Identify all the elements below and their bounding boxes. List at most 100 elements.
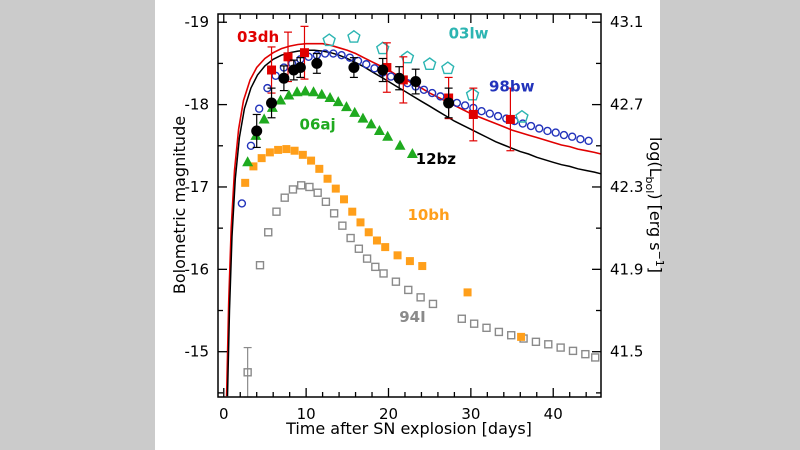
right-y-axis-title-post: ] — [646, 267, 665, 273]
point-94I — [457, 314, 467, 323]
point-12bz — [348, 62, 360, 74]
point-10bh — [265, 148, 274, 157]
point-98bw — [237, 199, 247, 208]
point-10bh — [356, 218, 365, 227]
point-10bh — [405, 257, 414, 266]
point-06aj — [258, 113, 270, 124]
point-10bh — [298, 150, 307, 159]
point-98bw — [329, 49, 338, 58]
point-10bh — [249, 162, 258, 171]
point-94I — [255, 261, 265, 270]
x-tick-label: 40 — [544, 405, 563, 423]
point-10bh — [257, 154, 266, 163]
point-94I — [321, 197, 331, 206]
point-12bz — [311, 57, 323, 69]
point-98bw — [477, 106, 486, 116]
point-03dh — [267, 65, 277, 75]
point-06aj — [341, 101, 352, 112]
point-12bz — [410, 76, 422, 88]
point-94I — [416, 293, 425, 302]
point-94I — [469, 319, 479, 328]
left-y-axis-title: Bolometric magnitude — [170, 116, 189, 294]
point-98bw — [254, 104, 264, 113]
point-94I — [556, 343, 565, 352]
point-03lw — [347, 29, 361, 43]
y-tick-label-mag: -16 — [185, 260, 210, 278]
point-03lw — [515, 109, 529, 123]
point-06aj — [275, 94, 287, 105]
point-94I — [591, 353, 600, 362]
x-tick-label: 10 — [297, 405, 316, 423]
point-98bw — [427, 88, 437, 98]
point-06aj — [324, 92, 336, 103]
point-94I — [346, 233, 355, 243]
point-12bz — [393, 72, 405, 84]
point-06aj — [357, 112, 369, 123]
point-10bh — [274, 145, 283, 154]
series-label-03lw: 03lw — [449, 25, 489, 43]
point-03dh — [505, 114, 515, 124]
point-94I — [338, 221, 347, 230]
point-98bw — [320, 49, 330, 58]
point-10bh — [315, 164, 324, 173]
right-y-axis-title-mid: ) [erg s — [646, 193, 665, 250]
point-03lw — [400, 50, 415, 64]
point-94I — [544, 340, 553, 349]
point-94I — [354, 244, 364, 253]
point-98bw — [526, 121, 536, 131]
point-94I — [482, 323, 491, 333]
point-94I — [379, 269, 388, 278]
point-12bz — [443, 97, 455, 109]
point-98bw — [551, 128, 560, 137]
point-10bh — [348, 207, 357, 216]
point-10bh — [393, 251, 402, 260]
y-tick-label-mag: -15 — [185, 343, 210, 361]
point-10bh — [418, 262, 427, 271]
point-98bw — [493, 111, 503, 121]
series-label-03dh: 03dh — [237, 28, 279, 46]
right-y-axis-title: log(Lbol) [erg s−1] — [643, 137, 666, 273]
point-03dh — [468, 109, 478, 119]
right-y-axis-title-sup: −1 — [653, 251, 666, 267]
point-06aj — [283, 89, 295, 100]
point-98bw — [419, 85, 429, 94]
point-10bh — [517, 332, 526, 341]
right-y-axis-title-sub: bol — [643, 177, 656, 194]
point-94I — [581, 349, 590, 359]
point-10bh — [282, 145, 291, 154]
right-y-axis-title-pre: log(L — [646, 137, 665, 177]
point-94I — [362, 254, 372, 263]
point-06aj — [291, 86, 303, 97]
y-tick-label-mag: -18 — [185, 96, 210, 114]
series-label-12bz: 12bz — [416, 150, 457, 168]
point-98bw — [518, 119, 527, 128]
point-10bh — [307, 156, 316, 165]
point-12bz — [278, 72, 290, 84]
point-94I — [288, 185, 298, 194]
y-tick-label-logL: 41.9 — [610, 260, 643, 278]
plot-area: 0 10 20 30 40 -19 43.1 -18 42.7 -17 42.3 -16 41.9 -15… — [185, 13, 644, 423]
x-tick-label: 30 — [461, 405, 480, 423]
point-03dh — [283, 52, 293, 62]
point-03lw — [422, 57, 437, 71]
x-tick-label: 0 — [219, 405, 229, 423]
point-94I — [371, 262, 380, 272]
figure-panel — [155, 0, 660, 450]
point-10bh — [290, 146, 299, 155]
series-label-94I: 94I — [399, 308, 425, 326]
y-tick-label-mag: -17 — [185, 178, 210, 196]
point-03lw — [322, 33, 336, 47]
x-tick-label: 20 — [379, 405, 398, 423]
point-98bw — [337, 50, 346, 60]
point-06aj — [332, 96, 344, 107]
plot-frame — [217, 13, 602, 398]
point-94I — [280, 193, 289, 202]
black-model-curve — [226, 49, 602, 397]
x-axis-title: Time after SN explosion [days] — [285, 419, 532, 438]
series-label-10bh: 10bh — [407, 206, 449, 224]
y-tick-label-logL: 41.5 — [610, 343, 643, 361]
point-94I — [296, 181, 306, 190]
point-10bh — [323, 174, 332, 183]
series-label-06aj: 06aj — [300, 115, 336, 133]
